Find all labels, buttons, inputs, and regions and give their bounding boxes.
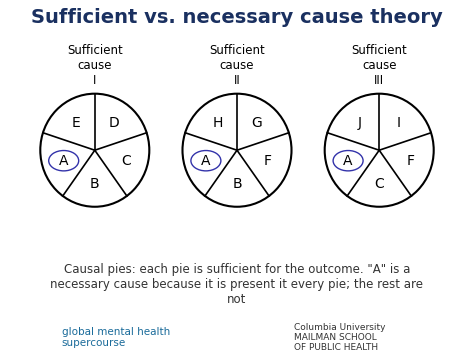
- Text: Sufficient vs. necessary cause theory: Sufficient vs. necessary cause theory: [31, 8, 443, 27]
- Text: B: B: [90, 177, 100, 191]
- Text: E: E: [71, 116, 80, 130]
- Text: global mental health
supercourse: global mental health supercourse: [62, 327, 170, 348]
- Text: G: G: [251, 116, 262, 130]
- Text: Sufficient
cause
I: Sufficient cause I: [67, 44, 123, 87]
- Text: Columbia University
MAILMAN SCHOOL
OF PUBLIC HEALTH: Columbia University MAILMAN SCHOOL OF PU…: [294, 323, 385, 352]
- Text: A: A: [343, 154, 353, 168]
- Text: I: I: [396, 116, 401, 130]
- Text: Sufficient
cause
III: Sufficient cause III: [351, 44, 407, 87]
- Text: C: C: [374, 177, 384, 191]
- Ellipse shape: [182, 94, 292, 207]
- Text: D: D: [109, 116, 119, 130]
- Text: Causal pies: each pie is sufficient for the outcome. "A" is a
necessary cause be: Causal pies: each pie is sufficient for …: [51, 263, 423, 306]
- Text: A: A: [59, 154, 68, 168]
- Text: Sufficient
cause
II: Sufficient cause II: [209, 44, 265, 87]
- Text: C: C: [121, 154, 131, 168]
- Text: A: A: [201, 154, 210, 168]
- Text: F: F: [264, 154, 272, 168]
- Ellipse shape: [40, 94, 149, 207]
- Text: F: F: [406, 154, 414, 168]
- Text: B: B: [232, 177, 242, 191]
- Text: H: H: [212, 116, 223, 130]
- Text: J: J: [358, 116, 362, 130]
- Ellipse shape: [325, 94, 434, 207]
